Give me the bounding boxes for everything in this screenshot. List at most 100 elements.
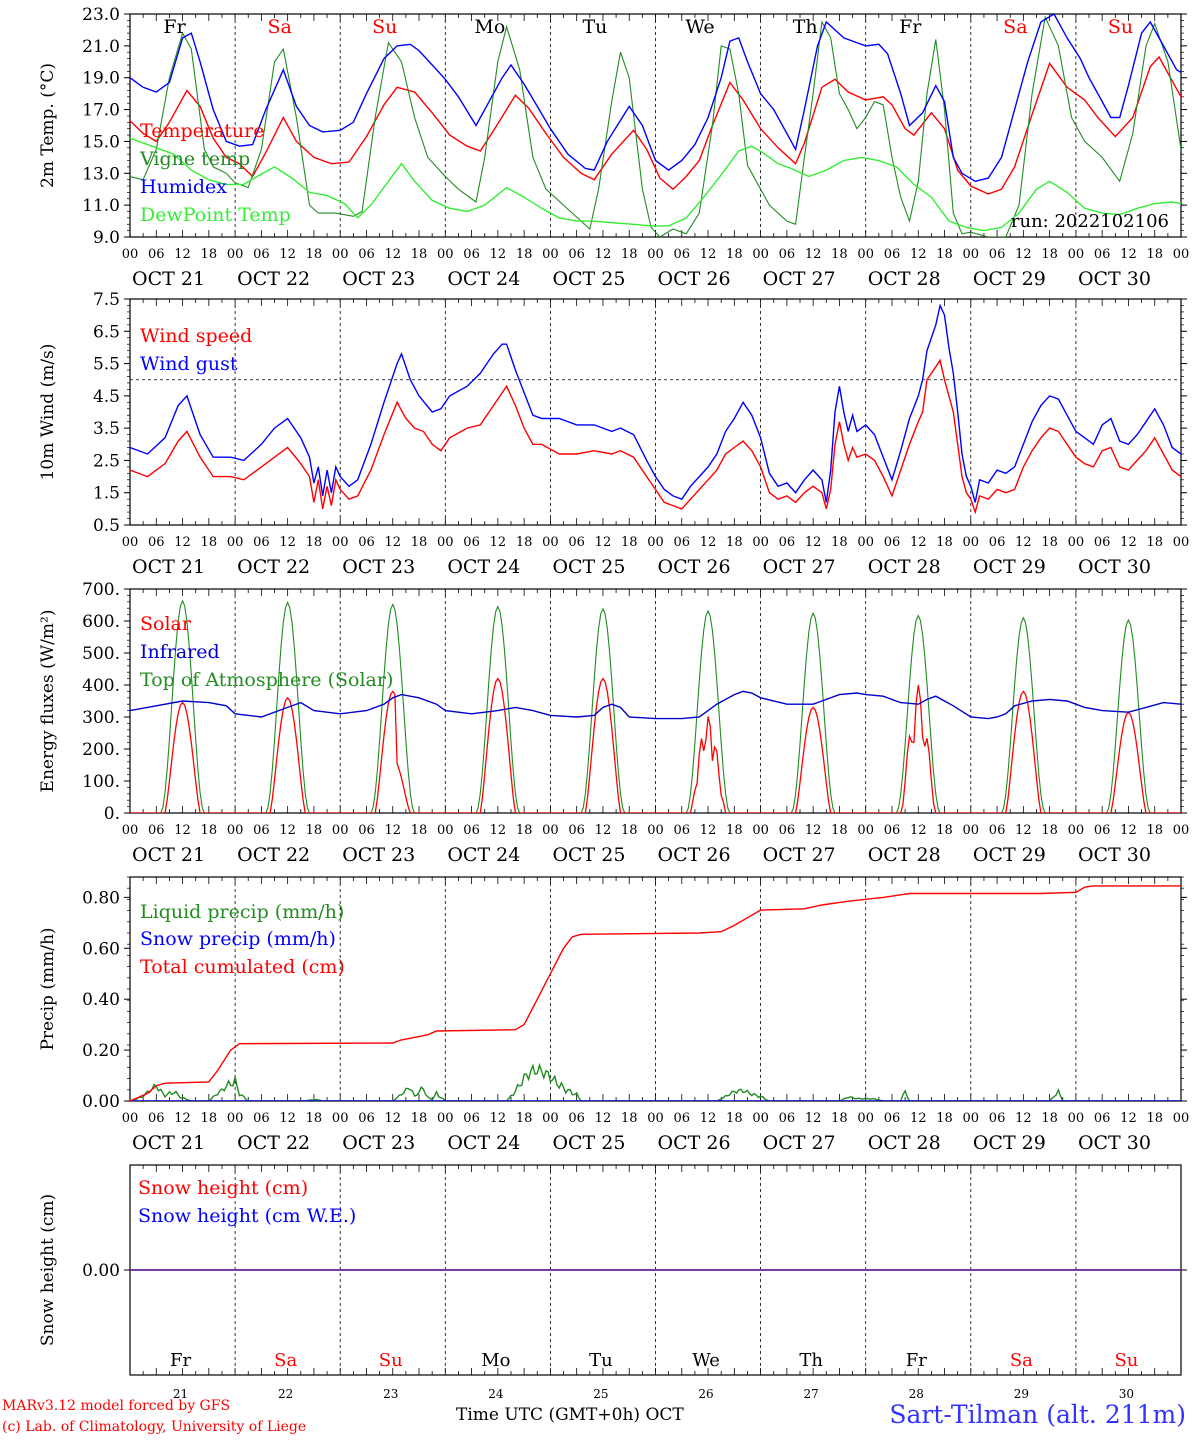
y-tick-label: 500. [82,644,120,664]
day-number-label: 21 [173,1387,188,1401]
date-label: OCT 27 [763,268,836,290]
hour-tick-label: 18 [411,247,428,262]
hour-tick-label: 18 [1041,823,1058,838]
hour-tick-label: 06 [568,823,585,838]
date-label: OCT 27 [763,844,836,866]
hour-tick-label: 06 [779,823,796,838]
hour-tick-label: 12 [1015,247,1032,262]
hour-tick-label: 12 [805,1111,822,1126]
hour-tick-label: 18 [306,247,323,262]
date-label: OCT 23 [342,556,415,578]
weekday-label: Fr [899,16,922,38]
date-label: OCT 26 [658,1132,731,1154]
hour-tick-label: 18 [306,535,323,550]
y-axis-label: Energy fluxes (W/m²) [38,610,58,793]
y-axis-label: 2m Temp. (°C) [38,63,58,188]
date-label: OCT 26 [658,268,731,290]
hour-tick-label: 06 [884,1111,901,1126]
model-credit: MARv3.12 model forced by GFS [2,1398,231,1414]
date-label: OCT 22 [237,556,310,578]
legend-entry: Temperature [140,120,264,142]
hour-tick-label: 18 [201,1111,218,1126]
hour-tick-label: 12 [595,1111,612,1126]
y-tick-label: 11.0 [82,196,120,216]
hour-tick-label: 06 [884,247,901,262]
date-label: OCT 30 [1078,556,1151,578]
date-label: OCT 24 [447,844,520,866]
hour-tick-label: 18 [516,247,533,262]
hour-tick-label: 00 [963,823,980,838]
weekday-label: Fr [170,1350,191,1371]
weekday-label: Fr [906,1350,927,1371]
y-tick-label: 13.0 [82,164,120,184]
series-group [130,599,1181,813]
hour-tick-label: 00 [332,1111,349,1126]
hour-tick-label: 00 [542,535,559,550]
y-tick-label: 0.00 [82,1092,120,1112]
hour-tick-label: 18 [1041,1111,1058,1126]
hour-tick-label: 18 [411,535,428,550]
hour-tick-label: 18 [306,823,323,838]
weekday-label: We [692,1350,720,1371]
date-label: OCT 30 [1078,268,1151,290]
panel-precip: 0.00 0.20 0.40 0.60 0.80 Precip (mm/h) Liquid … [38,876,1190,1154]
hour-tick-label: 12 [174,247,191,262]
date-label: OCT 24 [447,1132,520,1154]
hour-tick-label: 12 [279,535,296,550]
date-label: OCT 23 [342,1132,415,1154]
hour-tick-label: 06 [989,1111,1006,1126]
date-label: OCT 28 [868,844,941,866]
hour-tick-label: 12 [1120,247,1137,262]
series-line-wind-speed [130,358,1181,515]
hour-tick-label: 00 [332,823,349,838]
hour-tick-label: 18 [1146,823,1163,838]
date-label: OCT 26 [658,844,731,866]
y-tick-label: 7.5 [93,290,120,310]
hour-tick-label: 06 [674,247,691,262]
legend-entry: Snow precip (mm/h) [140,928,336,950]
hour-tick-label: 06 [358,1111,375,1126]
legend-entry: Snow height (cm W.E.) [138,1205,356,1227]
hour-tick-label: 12 [279,1111,296,1126]
hour-tick-label: 12 [805,247,822,262]
series-line-liquid-precip-mm-h- [130,1062,1181,1101]
hour-tick-label: 12 [384,535,401,550]
hour-tick-label: 00 [437,823,454,838]
hour-tick-label: 00 [437,1111,454,1126]
legend-entry: Total cumulated (cm) [140,956,345,978]
day-number-label: 25 [593,1387,608,1401]
hour-tick-label: 12 [384,247,401,262]
hour-tick-label: 12 [1120,535,1137,550]
hour-tick-label: 06 [253,247,270,262]
y-tick-label: 0.40 [82,990,120,1010]
panel-snow: 0.00 Snow height (cm) Snow height (cm) Snow… [38,1164,1187,1401]
date-label: OCT 30 [1078,1132,1151,1154]
hour-tick-label: 18 [831,535,848,550]
hour-tick-label: 00 [963,535,980,550]
hour-tick-label: 12 [595,823,612,838]
weekday-label: Fr [163,16,186,38]
date-label: OCT 29 [973,1132,1046,1154]
hour-tick-label: 06 [568,1111,585,1126]
hour-tick-label: 12 [700,1111,717,1126]
hour-tick-label: 18 [936,1111,953,1126]
date-label: OCT 26 [658,556,731,578]
hour-tick-label: 18 [726,1111,743,1126]
y-tick-label: 600. [82,612,120,632]
y-tick-label: 21.0 [82,37,120,57]
hour-tick-label: 18 [411,823,428,838]
weekday-label: Mo [474,16,505,38]
hour-tick-label: 12 [490,1111,507,1126]
date-label: OCT 29 [973,844,1046,866]
hour-tick-label: 18 [516,1111,533,1126]
hour-tick-label: 00 [857,535,874,550]
weekday-label: Th [793,16,818,38]
date-label: OCT 22 [237,268,310,290]
panel-wind: 0.5 1.5 2.5 3.5 4.5 5.5 6.5 7.5 10m Wind (m/s) Wi… [38,290,1189,578]
hour-tick-label: 00 [647,535,664,550]
hour-tick-label: 00 [542,823,559,838]
y-tick-label: 100. [82,772,120,792]
hour-tick-label: 00 [1173,1111,1190,1126]
date-label: OCT 22 [237,1132,310,1154]
hour-tick-label: 12 [174,823,191,838]
